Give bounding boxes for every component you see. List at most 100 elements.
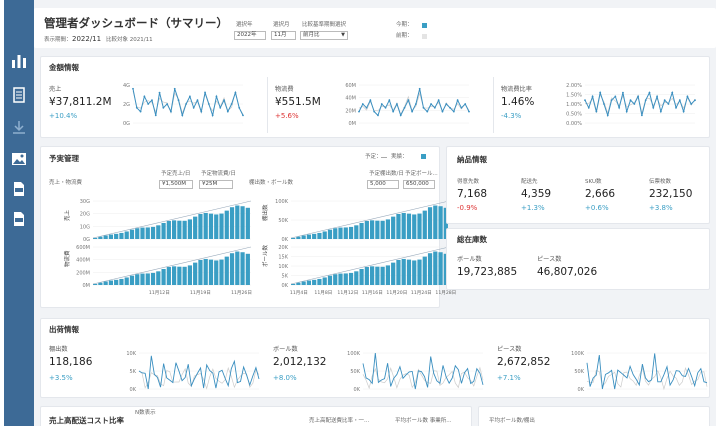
actual-bar: [333, 228, 338, 239]
data-point: [411, 110, 414, 113]
bar-chart-icon[interactable]: [10, 52, 28, 70]
actual-bar: [338, 273, 343, 285]
data-point: [173, 87, 176, 90]
download-icon[interactable]: [10, 118, 28, 136]
amount-metric-change: +5.6%: [275, 112, 299, 120]
budget-actual-title: 予実管理: [49, 154, 79, 163]
data-point: [584, 99, 586, 102]
data-point: [399, 114, 402, 117]
image-icon[interactable]: [10, 150, 28, 168]
x-tick-label: 11月20日: [386, 290, 407, 296]
actual-bar: [348, 226, 354, 239]
data-point: [215, 95, 218, 98]
delivery-metric-value: 2,666: [585, 188, 616, 200]
actual-legend-label: 実績：: [391, 154, 408, 160]
pdf-icon[interactable]: [10, 210, 28, 228]
document-icon[interactable]: [10, 86, 28, 104]
x-tick-label: 11月19日: [190, 290, 211, 296]
amount-metric-value: ¥37,811.2M: [49, 96, 112, 108]
data-point: [200, 110, 203, 113]
plan-ball-input[interactable]: 650,000: [403, 180, 435, 189]
data-point: [633, 103, 636, 105]
actual-bar: [317, 232, 322, 239]
year-select[interactable]: 2022年: [234, 31, 266, 40]
actual-bar: [343, 273, 348, 285]
x-tick-label: 11月16日: [362, 290, 383, 296]
y-tick-label: 0G: [83, 237, 90, 243]
delivery-metric-value: 7,168: [457, 188, 488, 200]
actual-bar: [438, 252, 443, 285]
data-point: [373, 110, 376, 113]
previous-period-swatch[interactable]: [422, 34, 427, 39]
data-point: [238, 106, 241, 109]
data-point: [192, 106, 195, 109]
actual-bar: [354, 271, 359, 285]
actual-bar: [229, 207, 235, 239]
chart-y-label: 棚出数: [261, 204, 269, 221]
delivery-info-title: 納品情報: [457, 155, 487, 164]
y-tick-label: 50K: [350, 369, 360, 375]
data-point: [177, 99, 180, 102]
data-point: [671, 91, 674, 94]
actual-bar: [98, 282, 103, 285]
x-tick-label: 11月12日: [337, 290, 358, 296]
previous-period-line: [138, 366, 260, 390]
y-tick-label: 0K: [282, 237, 289, 243]
plan-logistics-input[interactable]: ¥25M: [199, 180, 233, 189]
actual-bar: [156, 271, 161, 285]
amount-metric-label: 物流費: [275, 86, 294, 93]
x-tick-label: 11月26日: [231, 290, 252, 296]
data-point: [384, 106, 387, 109]
actual-bar: [333, 274, 338, 285]
n-display-label: N数表示: [135, 410, 156, 416]
data-point: [414, 103, 417, 105]
actual-bar: [406, 213, 412, 239]
data-point: [207, 103, 210, 105]
data-point: [667, 103, 670, 105]
current-period-swatch[interactable]: [422, 23, 427, 28]
shipping-metric-value: 2,012,132: [273, 356, 327, 368]
data-point: [162, 106, 165, 109]
chart-y-label: ボール数: [261, 244, 269, 267]
actual-bar: [145, 227, 150, 239]
y-tick-label: 10G: [80, 224, 90, 230]
amount-metric-change: +10.4%: [49, 112, 78, 120]
data-point: [422, 106, 425, 109]
plan-shelf-input[interactable]: 5,000: [367, 180, 399, 189]
compare-select[interactable]: 前月比 ▼: [300, 31, 348, 40]
data-point: [644, 99, 647, 102]
data-point: [151, 99, 153, 102]
plan-line: [290, 246, 450, 285]
actual-bar: [177, 220, 182, 239]
actual-bar: [172, 220, 177, 239]
data-point: [452, 110, 455, 113]
data-point: [211, 114, 214, 117]
plan-sales-input[interactable]: ¥1,500M: [159, 180, 193, 189]
y-tick-label: 2G: [123, 102, 130, 108]
x-tick-label: 11月28日: [435, 290, 456, 296]
y-tick-label: 10K: [278, 264, 288, 270]
shipping-metric-change: +3.5%: [49, 374, 73, 382]
y-tick-label: 5K: [282, 274, 289, 280]
data-point: [396, 103, 398, 105]
data-point: [380, 103, 383, 105]
month-select[interactable]: 11月: [271, 31, 296, 40]
actual-bar: [433, 251, 438, 285]
actual-bar: [229, 253, 235, 285]
data-point: [158, 91, 161, 94]
data-point: [392, 110, 395, 113]
actual-bar: [443, 207, 448, 239]
file-icon[interactable]: [10, 180, 28, 198]
data-point: [445, 103, 448, 105]
inventory-ball-label: ボール数: [457, 256, 482, 263]
y-tick-label: 100K: [275, 199, 289, 205]
amount-info-panel: 金額情報 売上 ¥37,811.2M +10.4% 4G 2G 0G 物流費 ¥551.5M +…: [40, 56, 710, 138]
amount-metric-value: 1.46%: [501, 96, 535, 108]
delivery-metric-change: +3.8%: [649, 204, 673, 212]
actual-bar: [322, 277, 327, 285]
current-period-line: [362, 352, 484, 390]
amount-metric-label: 物流費比率: [501, 86, 532, 93]
actual-bar: [433, 205, 438, 239]
inventory-ball-value: 19,723,885: [457, 266, 518, 278]
actual-bar: [359, 222, 364, 239]
